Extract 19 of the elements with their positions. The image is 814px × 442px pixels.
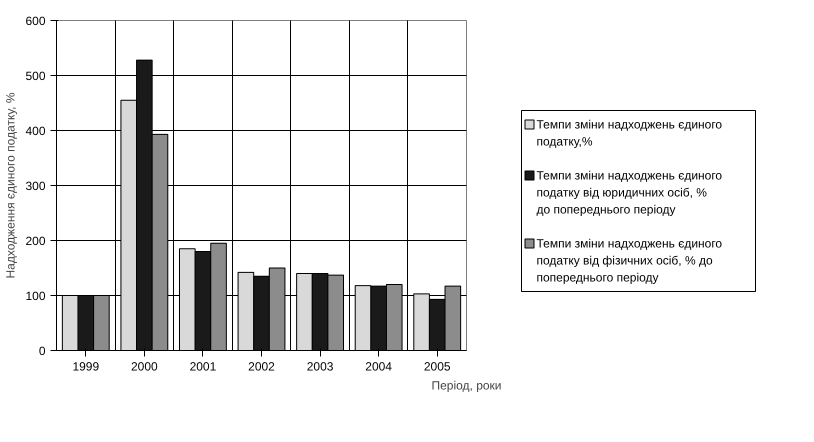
x-tick-label: 2004 <box>365 360 392 374</box>
y-tick-label: 400 <box>25 124 46 138</box>
x-tick-label: 2000 <box>131 360 158 374</box>
x-tick-label: 2002 <box>248 360 276 374</box>
y-tick-label: 100 <box>25 289 46 303</box>
x-tick-label: 2001 <box>190 360 217 374</box>
legend-label: Темпи зміни надходжень єдиного податку від юридичних осіб, % до попереднього періоду <box>536 168 722 216</box>
legend-label: Темпи зміни надходжень єдиного податку від фізичних осіб, % до попереднього періоду <box>536 236 722 284</box>
x-axis-title: Період, роки <box>431 378 502 392</box>
y-tick-label: 500 <box>25 69 46 83</box>
y-tick-label: 300 <box>25 179 46 193</box>
x-tick-label: 1999 <box>72 360 100 374</box>
y-axis-title: Надходження єдиного податку, % <box>3 92 18 278</box>
legend-label: Темпи зміни надходжень єдиного податку,% <box>536 118 722 148</box>
x-tick-label: 2003 <box>306 360 334 374</box>
x-tick-label: 2005 <box>424 360 451 374</box>
y-tick-label: 600 <box>25 14 46 28</box>
y-tick-label: 200 <box>25 234 46 248</box>
y-tick-label: 0 <box>38 344 46 358</box>
